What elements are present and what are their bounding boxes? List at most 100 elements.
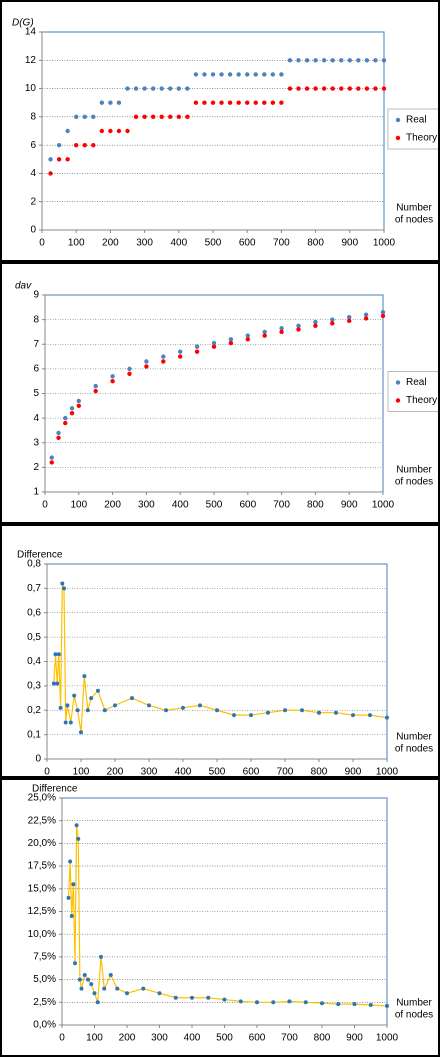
data-point <box>71 882 76 887</box>
data-point <box>304 86 310 91</box>
data-point <box>279 72 284 77</box>
data-point <box>53 652 58 657</box>
data-point <box>193 72 199 77</box>
data-point <box>227 100 233 105</box>
y-tick-label: 12 <box>25 55 37 66</box>
x-tick-label: 1000 <box>372 500 395 511</box>
data-point <box>82 674 87 679</box>
legend-marker <box>395 135 401 141</box>
data-point <box>266 710 270 715</box>
x-tick-label: 300 <box>138 500 155 511</box>
data-point <box>74 823 79 828</box>
data-point <box>198 703 202 708</box>
data-point <box>142 86 147 91</box>
y-tick-label: 5,0% <box>33 974 56 985</box>
x-tick-label: 800 <box>311 767 328 776</box>
x-tick-label: 700 <box>273 500 290 511</box>
data-point <box>164 708 168 713</box>
data-point <box>49 460 54 465</box>
data-point <box>185 114 190 120</box>
data-point <box>385 1003 389 1008</box>
chart-panel: 0 0,1 0,2 0,3 0,4 0,5 0,6 0,7 0,8 0 100 200 300 400 50… <box>0 524 440 778</box>
data-point <box>91 142 96 148</box>
data-point <box>356 86 361 91</box>
y-tick-label: 15,0% <box>28 883 56 894</box>
y-tick-label: 0,3 <box>27 681 41 692</box>
y-tick-label: 6 <box>30 140 36 151</box>
data-point <box>194 349 200 354</box>
data-point <box>304 58 310 63</box>
x-tick-label: 300 <box>136 238 153 249</box>
data-point <box>296 327 301 332</box>
x-tick-label: 0 <box>44 767 50 776</box>
legend-label: Theory <box>406 133 437 144</box>
data-point <box>334 710 338 715</box>
x-tick-label: 200 <box>104 500 121 511</box>
data-point <box>228 337 234 342</box>
data-point <box>236 72 241 77</box>
x-tick-label: 800 <box>307 238 324 249</box>
data-point <box>133 86 139 91</box>
data-point <box>108 100 113 105</box>
x-tick-label: 400 <box>184 1033 201 1044</box>
x-axis-title: Number <box>396 732 432 743</box>
data-point <box>56 430 61 436</box>
data-point <box>385 715 389 720</box>
data-point <box>238 999 243 1004</box>
x-tick-label: 900 <box>345 767 362 776</box>
data-point <box>227 72 233 77</box>
data-point <box>79 730 83 735</box>
y-tick-label: 7 <box>33 339 39 350</box>
y-tick-label: 3 <box>33 437 39 448</box>
data-point <box>66 895 71 900</box>
data-point <box>68 859 73 864</box>
data-point <box>173 995 178 1000</box>
data-point <box>60 581 65 586</box>
y-tick-label: 0,7 <box>27 583 41 594</box>
x-tick-label: 700 <box>281 1033 298 1044</box>
data-point <box>141 986 146 991</box>
data-point <box>219 100 224 105</box>
chart: 0,0% 2,5% 5,0% 7,5% 10,0% 12,5% 15,0% 17,5% 20,0… <box>28 784 434 1044</box>
data-point <box>99 128 105 134</box>
data-point <box>193 100 199 105</box>
data-point <box>110 378 115 384</box>
data-point <box>215 708 219 713</box>
legend-marker <box>395 117 401 123</box>
data-point <box>181 705 185 710</box>
x-tick-label: 1000 <box>373 238 396 249</box>
data-point <box>130 696 134 701</box>
legend-box <box>387 108 438 150</box>
y-tick-label: 14 <box>25 27 37 38</box>
data-point <box>190 995 194 1000</box>
data-point <box>93 383 98 389</box>
data-point <box>321 86 327 91</box>
y-tick-label: 0,0% <box>33 1020 56 1031</box>
data-point <box>249 713 253 718</box>
data-point <box>287 58 293 63</box>
x-tick-label: 700 <box>273 238 290 249</box>
data-point <box>96 688 100 693</box>
data-point <box>89 696 94 701</box>
data-point <box>76 398 82 404</box>
x-tick-label: 100 <box>86 1033 103 1044</box>
data-point <box>283 708 287 713</box>
data-point <box>210 100 216 105</box>
data-point <box>245 337 250 342</box>
data-point <box>262 72 267 77</box>
y-tick-label: 0,8 <box>27 559 41 570</box>
data-point <box>69 914 74 919</box>
data-point <box>262 333 267 338</box>
data-point <box>65 157 70 162</box>
y-tick-label: 17,5% <box>28 861 56 872</box>
data-point <box>255 1000 259 1005</box>
x-tick-label: 800 <box>314 1033 331 1044</box>
x-tick-label: 900 <box>341 500 358 511</box>
y-tick-label: 10,0% <box>28 929 56 940</box>
y-tick-label: 8 <box>33 314 39 325</box>
data-point <box>95 1000 100 1005</box>
x-tick-label: 0 <box>39 238 45 249</box>
x-tick-label: 400 <box>172 500 189 511</box>
y-tick-label: 25,0% <box>28 793 56 804</box>
